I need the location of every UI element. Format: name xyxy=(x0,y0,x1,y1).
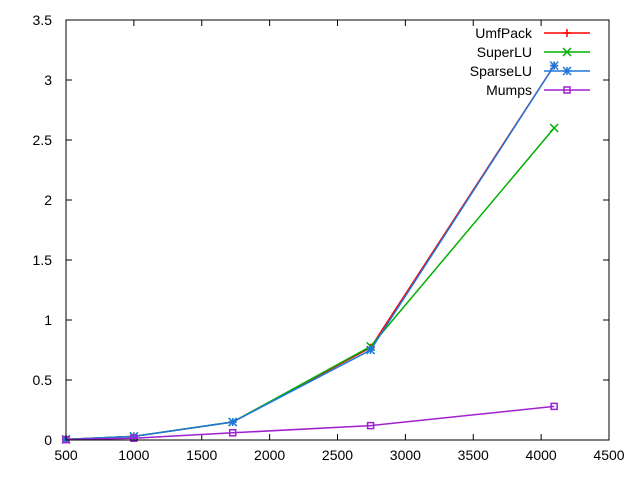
x-tick-label: 3000 xyxy=(390,447,421,463)
data-point xyxy=(563,29,571,37)
series-mumps xyxy=(62,402,558,444)
x-tick-label: 4000 xyxy=(526,447,557,463)
x-tick-label: 2500 xyxy=(322,447,353,463)
series-superlu xyxy=(61,123,559,444)
x-tick-label: 3500 xyxy=(458,447,489,463)
series-umfpack xyxy=(62,61,559,444)
y-tick-label: 3.5 xyxy=(33,12,53,28)
axis-ticks: 500 1000 1500 2000 2500 3000 3500 4000 4500 0 0.5 1… xyxy=(33,12,625,463)
series-line xyxy=(65,127,555,441)
x-tick-label: 1000 xyxy=(118,447,149,463)
x-tick-label: 1500 xyxy=(186,447,217,463)
data-point xyxy=(130,434,138,442)
data-point xyxy=(550,402,558,411)
data-point xyxy=(562,47,572,57)
legend-label: Mumps xyxy=(486,82,532,98)
series-line xyxy=(65,65,555,441)
series-layer xyxy=(61,61,559,444)
legend-entry: Mumps xyxy=(486,82,590,98)
plot-frame xyxy=(65,19,610,441)
data-point xyxy=(549,123,559,133)
legend-label: SuperLU xyxy=(477,44,532,60)
series-sparselu xyxy=(61,61,559,444)
x-tick-label: 500 xyxy=(54,447,78,463)
data-point xyxy=(562,66,572,76)
legend-label: UmfPack xyxy=(475,25,533,41)
y-tick-label: 2.5 xyxy=(33,132,53,148)
x-tick-label: 2000 xyxy=(254,447,285,463)
y-tick-label: 1.5 xyxy=(33,252,53,268)
series-line xyxy=(65,65,555,441)
data-point xyxy=(366,421,375,430)
data-point xyxy=(228,417,238,427)
series-line xyxy=(65,405,555,441)
y-tick-label: 3 xyxy=(44,72,52,88)
x-tick-label: 4500 xyxy=(593,447,624,463)
legend-entry: SuperLU xyxy=(477,44,590,60)
data-point xyxy=(549,61,559,71)
legend-entry: SparseLU xyxy=(470,63,590,79)
legend-label: SparseLU xyxy=(470,63,532,79)
legend-entry: UmfPack xyxy=(475,25,590,41)
legend: UmfPack SuperLU SparseLU Mumps xyxy=(470,25,590,98)
y-tick-label: 1 xyxy=(44,312,52,328)
data-point xyxy=(228,429,237,437)
y-tick-label: 0 xyxy=(44,432,52,448)
y-tick-label: 2 xyxy=(44,192,52,208)
y-tick-label: 0.5 xyxy=(33,372,53,388)
data-point xyxy=(563,86,571,94)
data-point xyxy=(366,345,376,355)
